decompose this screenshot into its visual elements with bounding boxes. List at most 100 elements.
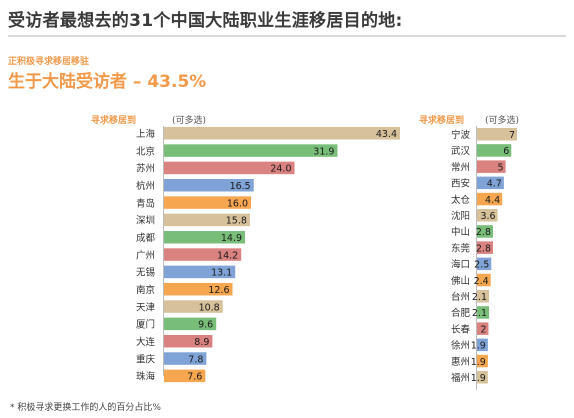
left-bar xyxy=(164,127,400,140)
left-bar xyxy=(164,248,242,261)
right-bar xyxy=(477,128,517,141)
right-bar xyxy=(477,225,493,238)
right-axis-label: 寻求移居到 xyxy=(419,116,465,126)
right-category-label: 西安 xyxy=(451,178,470,190)
left-value-label: 9.6 xyxy=(198,320,213,331)
right-category-label: 福州 xyxy=(451,372,470,384)
left-category-label: 杭州 xyxy=(136,180,155,192)
left-category-label: 广州 xyxy=(136,249,155,261)
headline: 生于大陆受访者 – 43.5% xyxy=(8,72,207,92)
left-bar xyxy=(164,178,254,192)
right-value-label: 2.8 xyxy=(476,227,491,238)
left-category-label: 重庆 xyxy=(136,353,156,365)
right-category-label: 武汉 xyxy=(451,145,471,157)
left-value-label: 31.9 xyxy=(313,146,334,157)
right-category-label: 台州 xyxy=(451,291,470,303)
left-category-label: 珠海 xyxy=(136,371,156,383)
left-value-label: 8.9 xyxy=(194,337,209,348)
left-category-label: 苏州 xyxy=(136,163,155,175)
left-value-label: 24.0 xyxy=(270,164,291,175)
left-bar xyxy=(164,300,223,313)
right-value-label: 3.6 xyxy=(480,211,495,222)
chart-subtitle: 正积极寻求移居移驻 xyxy=(8,57,90,67)
left-bar xyxy=(164,230,246,244)
right-bar xyxy=(477,257,492,271)
right-value-label: 7 xyxy=(509,130,515,141)
right-bar xyxy=(477,290,489,303)
left-value-label: 43.4 xyxy=(376,129,397,140)
right-value-label: 1.9 xyxy=(471,357,486,368)
right-category-label: 东莞 xyxy=(451,242,471,254)
left-value-label: 15.8 xyxy=(226,216,247,227)
right-bar xyxy=(477,176,504,190)
right-bar xyxy=(477,241,493,254)
right-bar xyxy=(477,144,512,157)
right-category-label: 中山 xyxy=(451,226,470,238)
left-bar xyxy=(164,317,217,331)
left-bar xyxy=(164,352,207,365)
right-bar xyxy=(477,371,488,384)
right-category-label: 合肥 xyxy=(451,307,471,319)
left-category-label: 成都 xyxy=(136,232,156,244)
right-category-label: 常州 xyxy=(451,161,470,173)
right-bar xyxy=(477,354,488,368)
right-bar xyxy=(477,306,489,319)
right-category-label: 长春 xyxy=(451,323,471,335)
left-value-label: 16.5 xyxy=(230,181,251,192)
left-category-label: 上海 xyxy=(136,128,156,140)
right-value-label: 2.1 xyxy=(472,292,487,303)
right-category-label: 佛山 xyxy=(451,275,470,287)
right-bar xyxy=(477,160,506,173)
left-category-label: 南京 xyxy=(136,284,155,296)
right-category-label: 太仓 xyxy=(451,194,471,206)
right-category-label: 海口 xyxy=(451,259,470,271)
right-value-label: 4.4 xyxy=(485,195,500,206)
right-value-label: 6 xyxy=(503,146,509,157)
right-axis-note: (可多选) xyxy=(485,116,520,126)
right-value-label: 5 xyxy=(498,162,504,173)
left-bar xyxy=(164,282,233,296)
left-value-label: 7.6 xyxy=(187,372,202,383)
right-category-label: 惠州 xyxy=(451,356,470,368)
left-bar xyxy=(164,196,252,209)
right-value-label: 1.9 xyxy=(471,341,486,352)
left-category-label: 大连 xyxy=(136,336,156,348)
left-category-label: 天津 xyxy=(136,302,156,313)
right-bar xyxy=(477,338,488,352)
left-value-label: 12.6 xyxy=(208,285,229,296)
right-bar xyxy=(477,192,503,206)
left-bar xyxy=(164,213,250,227)
right-value-label: 2 xyxy=(480,324,486,335)
left-bar xyxy=(164,161,295,175)
right-bar xyxy=(477,322,489,335)
left-value-label: 16.0 xyxy=(227,198,248,209)
left-axis-label: 寻求移居到 xyxy=(91,116,137,126)
left-bar xyxy=(164,265,236,279)
left-bar xyxy=(164,369,206,383)
left-bar xyxy=(164,334,213,348)
left-category-label: 青岛 xyxy=(136,197,155,209)
right-bar xyxy=(477,273,491,287)
footnote: * 积极寻求更换工作的人的百分占比% xyxy=(10,403,161,413)
left-category-label: 厦门 xyxy=(136,319,155,331)
chart-title: 受访者最想去的31个中国大陆职业生涯移居目的地: xyxy=(8,11,403,31)
right-value-label: 2.8 xyxy=(476,243,491,254)
left-category-label: 无锡 xyxy=(136,267,155,279)
left-value-label: 14.2 xyxy=(217,250,238,261)
left-value-label: 10.8 xyxy=(199,302,220,313)
right-category-label: 宁波 xyxy=(451,129,471,141)
right-value-label: 2.4 xyxy=(474,276,489,287)
right-category-label: 沈阳 xyxy=(451,210,470,222)
left-value-label: 13.1 xyxy=(211,268,232,279)
right-value-label: 2.5 xyxy=(474,260,489,271)
left-value-label: 7.8 xyxy=(188,354,203,365)
right-bar xyxy=(477,209,498,222)
left-value-label: 14.9 xyxy=(221,233,242,244)
right-category-label: 徐州 xyxy=(451,340,470,352)
title-divider xyxy=(8,35,566,37)
right-value-label: 4.7 xyxy=(487,179,502,190)
left-bar xyxy=(164,144,338,157)
right-value-label: 1.9 xyxy=(471,373,486,384)
left-category-label: 深圳 xyxy=(136,216,155,227)
